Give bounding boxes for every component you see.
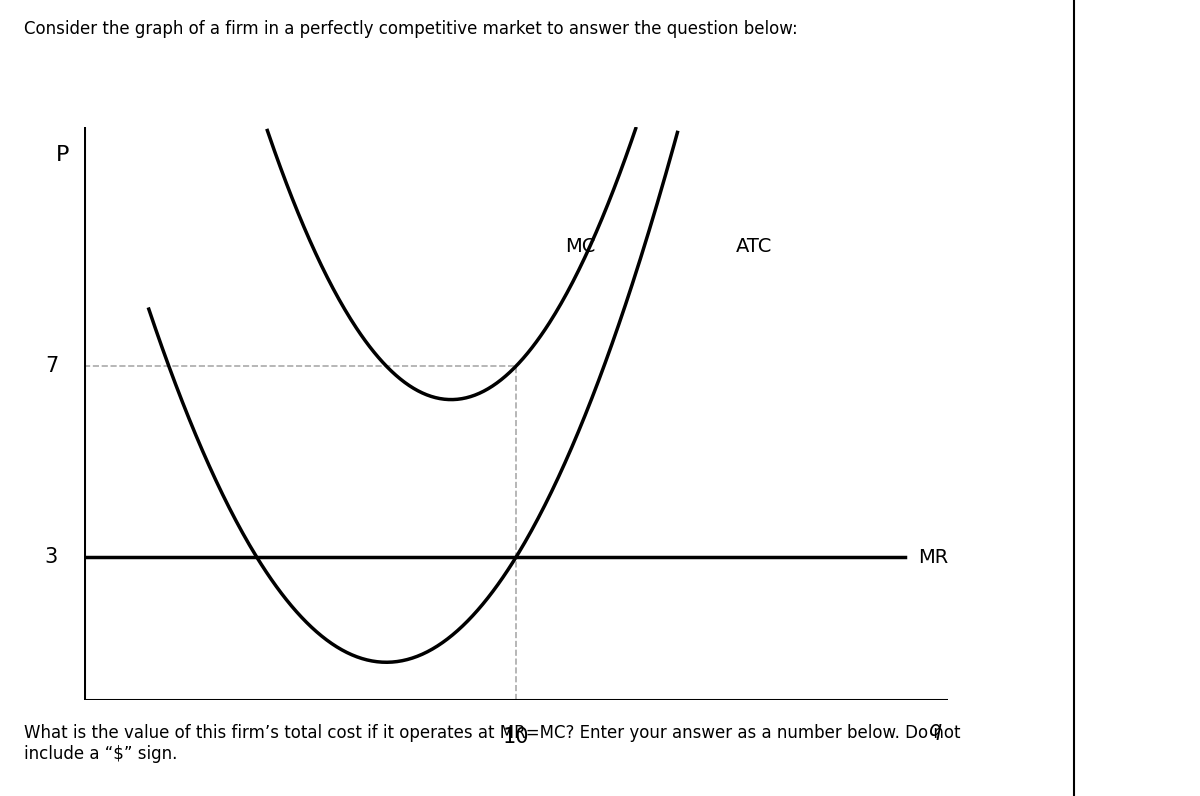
Text: What is the value of this firm’s total cost if it operates at MR=MC? Enter your : What is the value of this firm’s total c… bbox=[24, 724, 960, 763]
Text: 10: 10 bbox=[503, 727, 529, 747]
Text: Consider the graph of a firm in a perfectly competitive market to answer the que: Consider the graph of a firm in a perfec… bbox=[24, 20, 798, 38]
Text: ATC: ATC bbox=[736, 237, 772, 256]
Text: 3: 3 bbox=[44, 547, 58, 568]
Text: 7: 7 bbox=[44, 356, 58, 377]
Text: MR: MR bbox=[918, 548, 948, 567]
Text: MC: MC bbox=[565, 237, 596, 256]
Text: q: q bbox=[929, 720, 942, 739]
Text: P: P bbox=[55, 145, 70, 165]
